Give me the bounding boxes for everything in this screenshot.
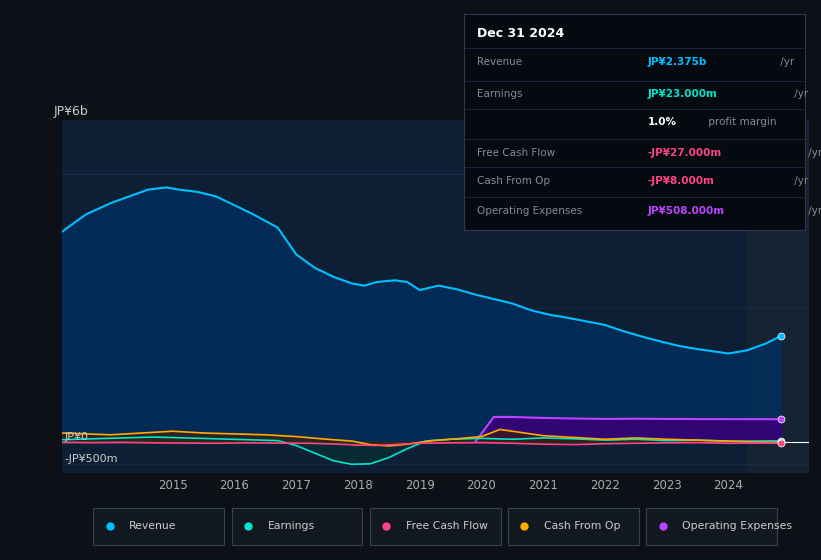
Text: /yr: /yr — [777, 57, 794, 67]
Text: profit margin: profit margin — [705, 118, 777, 128]
Text: Free Cash Flow: Free Cash Flow — [478, 148, 556, 158]
FancyBboxPatch shape — [508, 508, 639, 544]
Text: Free Cash Flow: Free Cash Flow — [406, 521, 488, 531]
Text: /yr: /yr — [805, 206, 821, 216]
FancyBboxPatch shape — [232, 508, 362, 544]
FancyBboxPatch shape — [646, 508, 777, 544]
Text: Revenue: Revenue — [129, 521, 177, 531]
FancyBboxPatch shape — [369, 508, 501, 544]
Text: /yr: /yr — [805, 148, 821, 158]
Text: Earnings: Earnings — [268, 521, 314, 531]
Text: JP¥2.375b: JP¥2.375b — [648, 57, 707, 67]
Text: JP¥23.000m: JP¥23.000m — [648, 90, 718, 100]
Text: Cash From Op: Cash From Op — [544, 521, 621, 531]
Text: /yr: /yr — [791, 90, 808, 100]
Text: 1.0%: 1.0% — [648, 118, 677, 128]
FancyBboxPatch shape — [94, 508, 224, 544]
Text: -JP¥27.000m: -JP¥27.000m — [648, 148, 722, 158]
Text: Operating Expenses: Operating Expenses — [682, 521, 792, 531]
Text: JP¥0: JP¥0 — [65, 432, 89, 442]
Text: Operating Expenses: Operating Expenses — [478, 206, 583, 216]
Text: JP¥508.000m: JP¥508.000m — [648, 206, 725, 216]
Text: -JP¥500m: -JP¥500m — [65, 454, 118, 464]
Text: JP¥6b: JP¥6b — [53, 105, 88, 118]
Text: Dec 31 2024: Dec 31 2024 — [478, 27, 565, 40]
Text: Revenue: Revenue — [478, 57, 523, 67]
Text: Earnings: Earnings — [478, 90, 523, 100]
Text: -JP¥8.000m: -JP¥8.000m — [648, 176, 715, 186]
Text: /yr: /yr — [791, 176, 808, 186]
Text: Cash From Op: Cash From Op — [478, 176, 551, 186]
Bar — [747, 120, 809, 473]
